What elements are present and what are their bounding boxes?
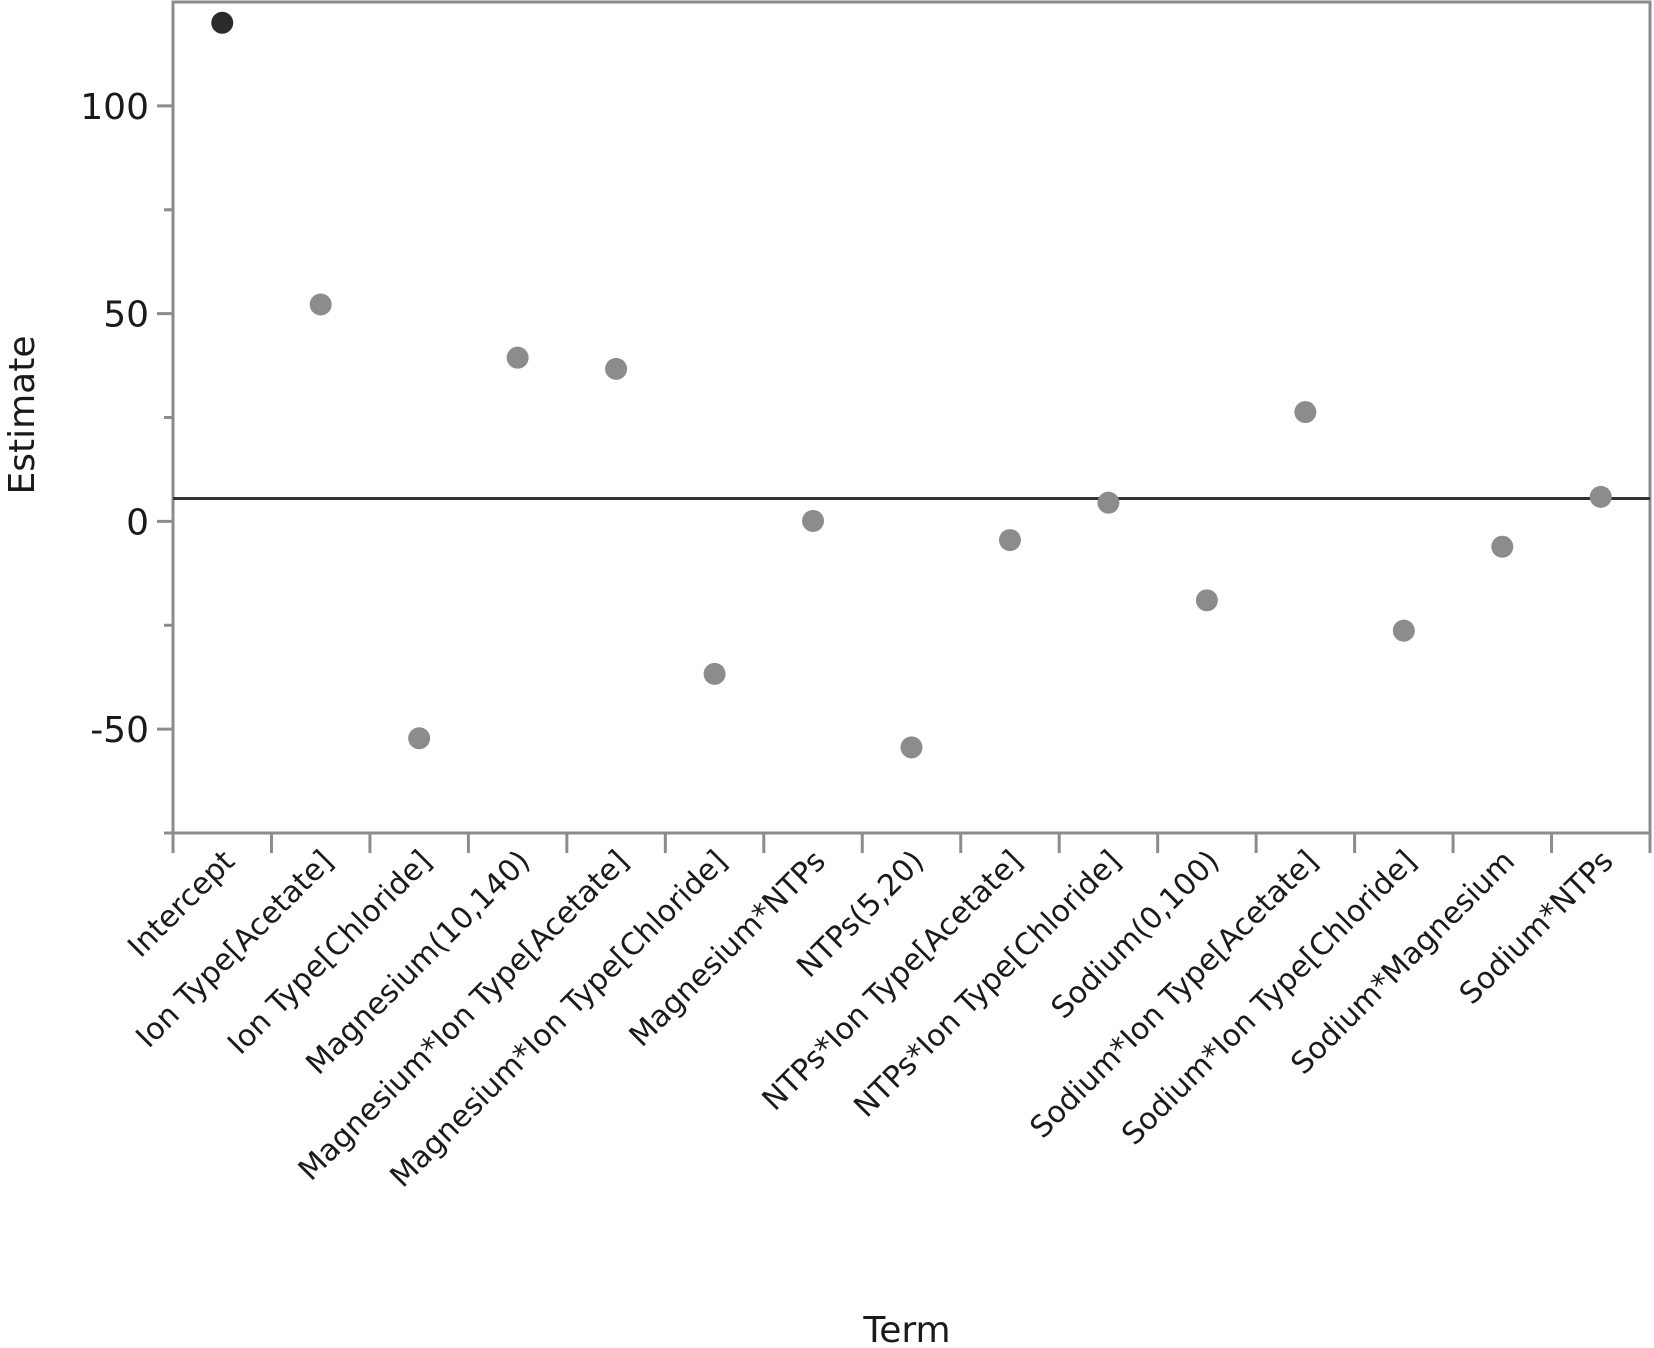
x-axis-title: Term [862, 1310, 950, 1348]
data-point [1491, 535, 1514, 558]
x-category-label: Sodium(0,100) [1045, 844, 1227, 1026]
y-tick-label: -50 [90, 710, 149, 751]
y-axis-title: Estimate [2, 335, 43, 494]
y-tick-label: 100 [80, 87, 149, 128]
data-point [1195, 589, 1218, 612]
data-point [703, 662, 726, 685]
data-points [211, 11, 1612, 759]
data-point [998, 529, 1021, 552]
data-point [408, 727, 431, 750]
y-tick-label: 0 [126, 502, 149, 543]
plot-frame [171, 0, 1652, 835]
data-point [309, 293, 332, 316]
y-axis: -50 0 50 100 [80, 87, 173, 835]
data-point [1097, 491, 1120, 514]
data-point [802, 509, 825, 532]
data-point [900, 736, 923, 759]
y-tick-label: 50 [103, 295, 149, 336]
data-point [1589, 485, 1612, 508]
data-point [605, 357, 628, 380]
data-point-intercept [211, 11, 234, 34]
data-point [506, 346, 529, 369]
data-point [1294, 401, 1317, 424]
data-point [1392, 619, 1415, 642]
